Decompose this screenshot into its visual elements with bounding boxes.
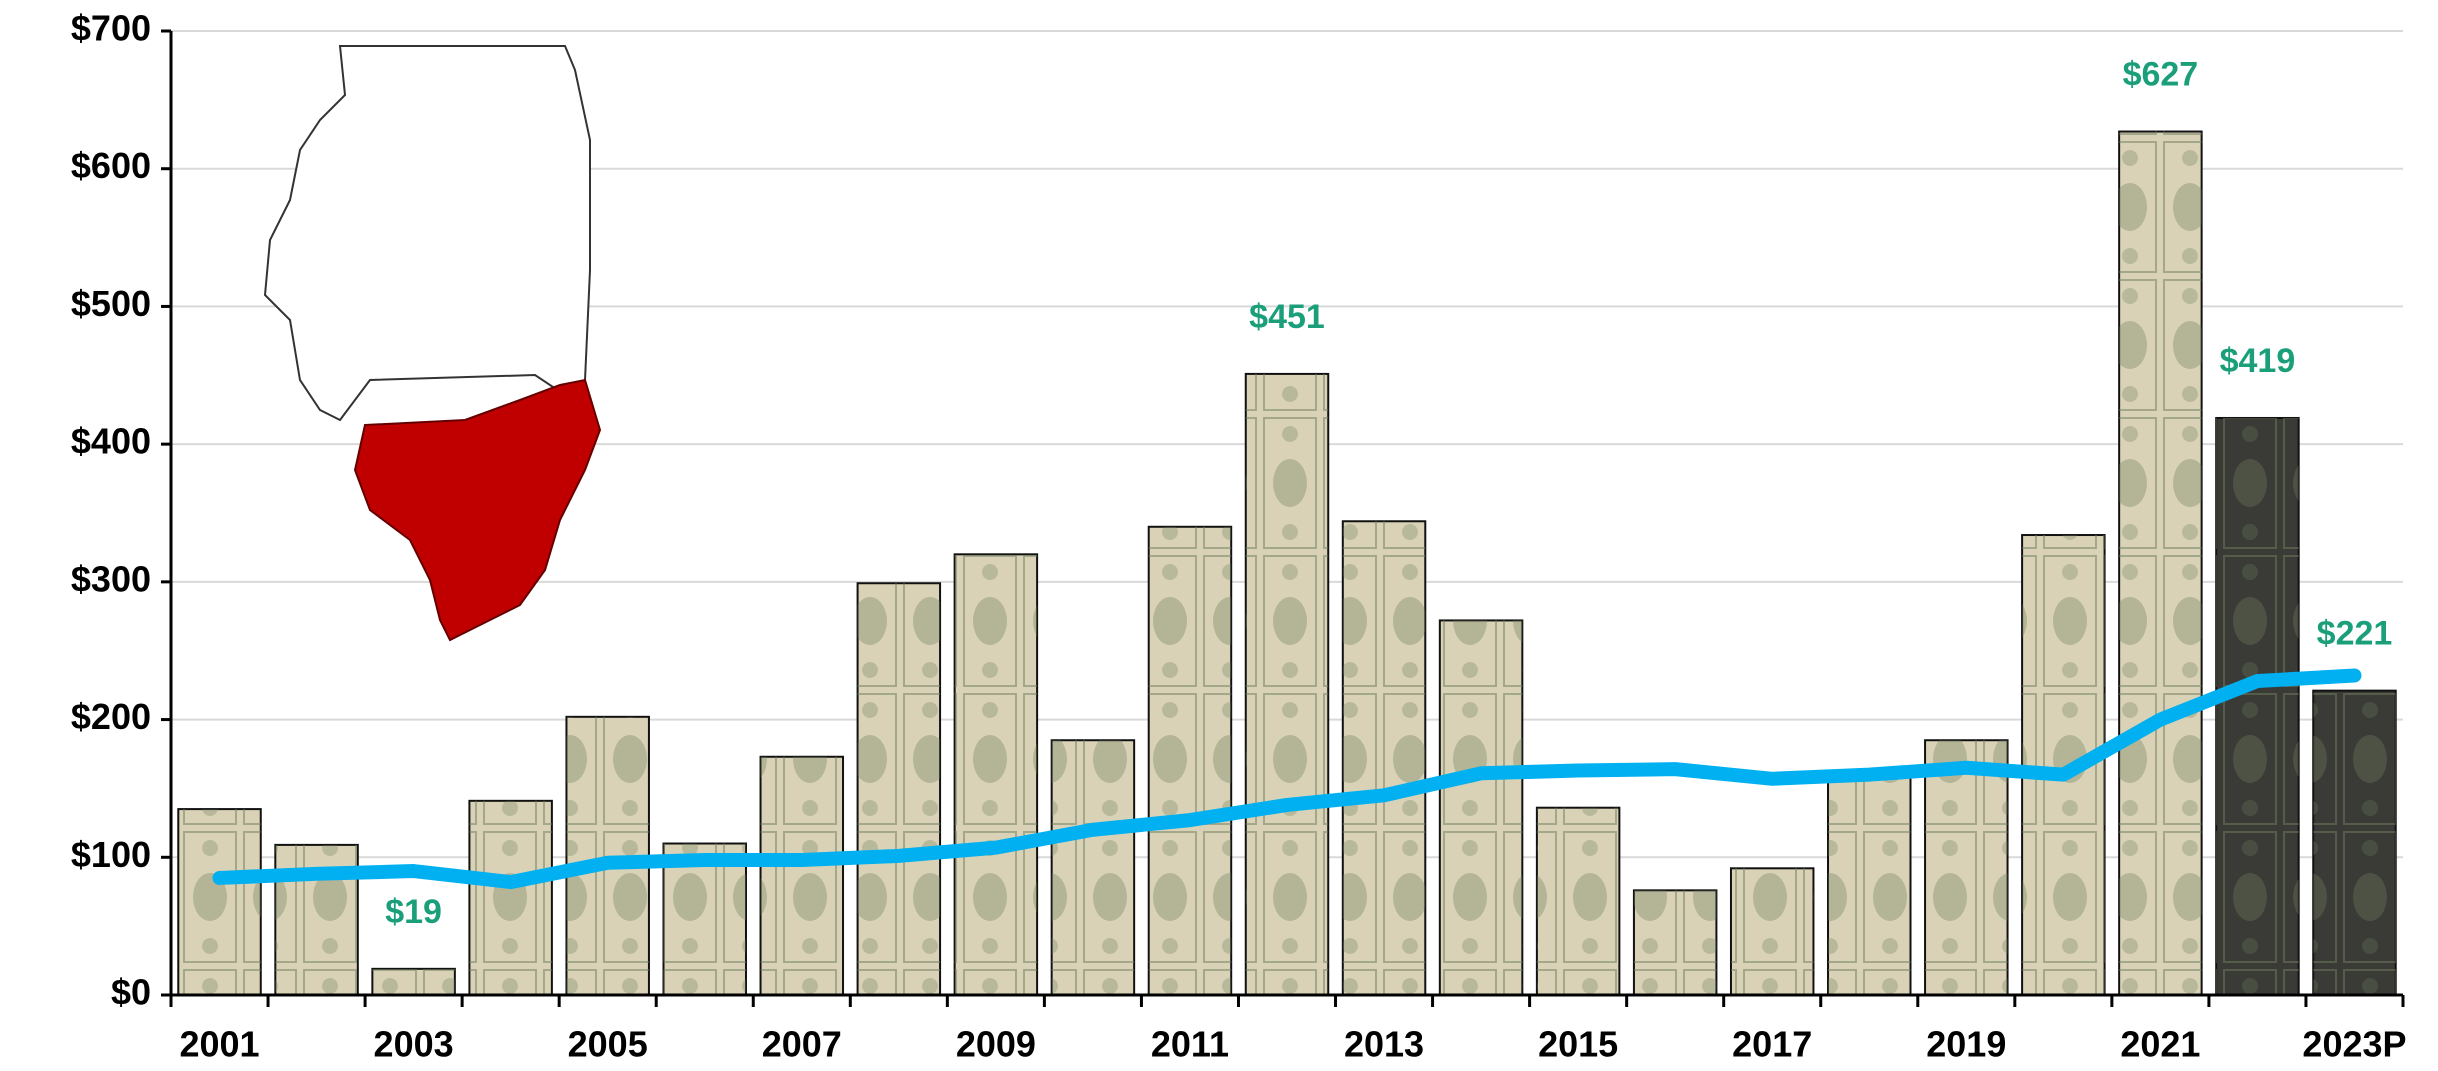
x-tick-label: 2013	[1344, 1024, 1424, 1065]
y-tick-label: $200	[71, 696, 151, 737]
bar	[1729, 867, 1815, 996]
x-tick-label: 2023P	[2302, 1024, 2406, 1065]
y-tick-label: $0	[111, 972, 151, 1013]
x-tick-label: 2011	[1151, 1024, 1229, 1065]
illinois-map	[263, 45, 602, 642]
value-label: $221	[2317, 615, 2393, 653]
bar	[953, 553, 1039, 996]
bar	[1050, 739, 1136, 996]
bar	[1535, 806, 1621, 996]
y-tick-label: $700	[71, 8, 151, 49]
value-label: $419	[2220, 342, 2296, 380]
bar	[177, 808, 262, 996]
y-tick-label: $600	[71, 145, 151, 186]
x-tick-label: 2021	[2120, 1024, 2200, 1065]
line	[212, 668, 2362, 890]
x-tick-label: 2003	[374, 1024, 454, 1065]
bar	[2312, 689, 2397, 996]
bar	[1244, 372, 1330, 996]
x-tick-label: 2019	[1926, 1024, 2006, 1065]
bar	[371, 967, 456, 997]
bar	[1341, 520, 1427, 997]
bar	[1147, 525, 1233, 996]
bar	[2118, 130, 2203, 996]
x-tick-label: 2009	[956, 1024, 1036, 1065]
value-label: $19	[385, 893, 442, 931]
y-tick-label: $500	[71, 283, 151, 324]
x-tick-label: 2015	[1538, 1024, 1618, 1065]
y-tick-label: $300	[71, 558, 151, 599]
x-tick-label: 2001	[179, 1024, 259, 1065]
bar	[856, 582, 942, 997]
value-label: $627	[2123, 56, 2199, 94]
bar	[1438, 619, 1524, 996]
value-label: $451	[1249, 298, 1325, 336]
bar	[2215, 416, 2300, 996]
bar	[759, 755, 845, 996]
x-tick-label: 2005	[568, 1024, 648, 1065]
bar	[1632, 889, 1718, 997]
y-tick-label: $400	[71, 421, 151, 462]
bar	[1924, 739, 2009, 996]
x-tick-label: 2007	[762, 1024, 842, 1065]
y-tick-label: $100	[71, 834, 151, 875]
bar	[1827, 776, 1912, 997]
x-tick-label: 2017	[1732, 1024, 1812, 1065]
bar	[468, 799, 553, 997]
